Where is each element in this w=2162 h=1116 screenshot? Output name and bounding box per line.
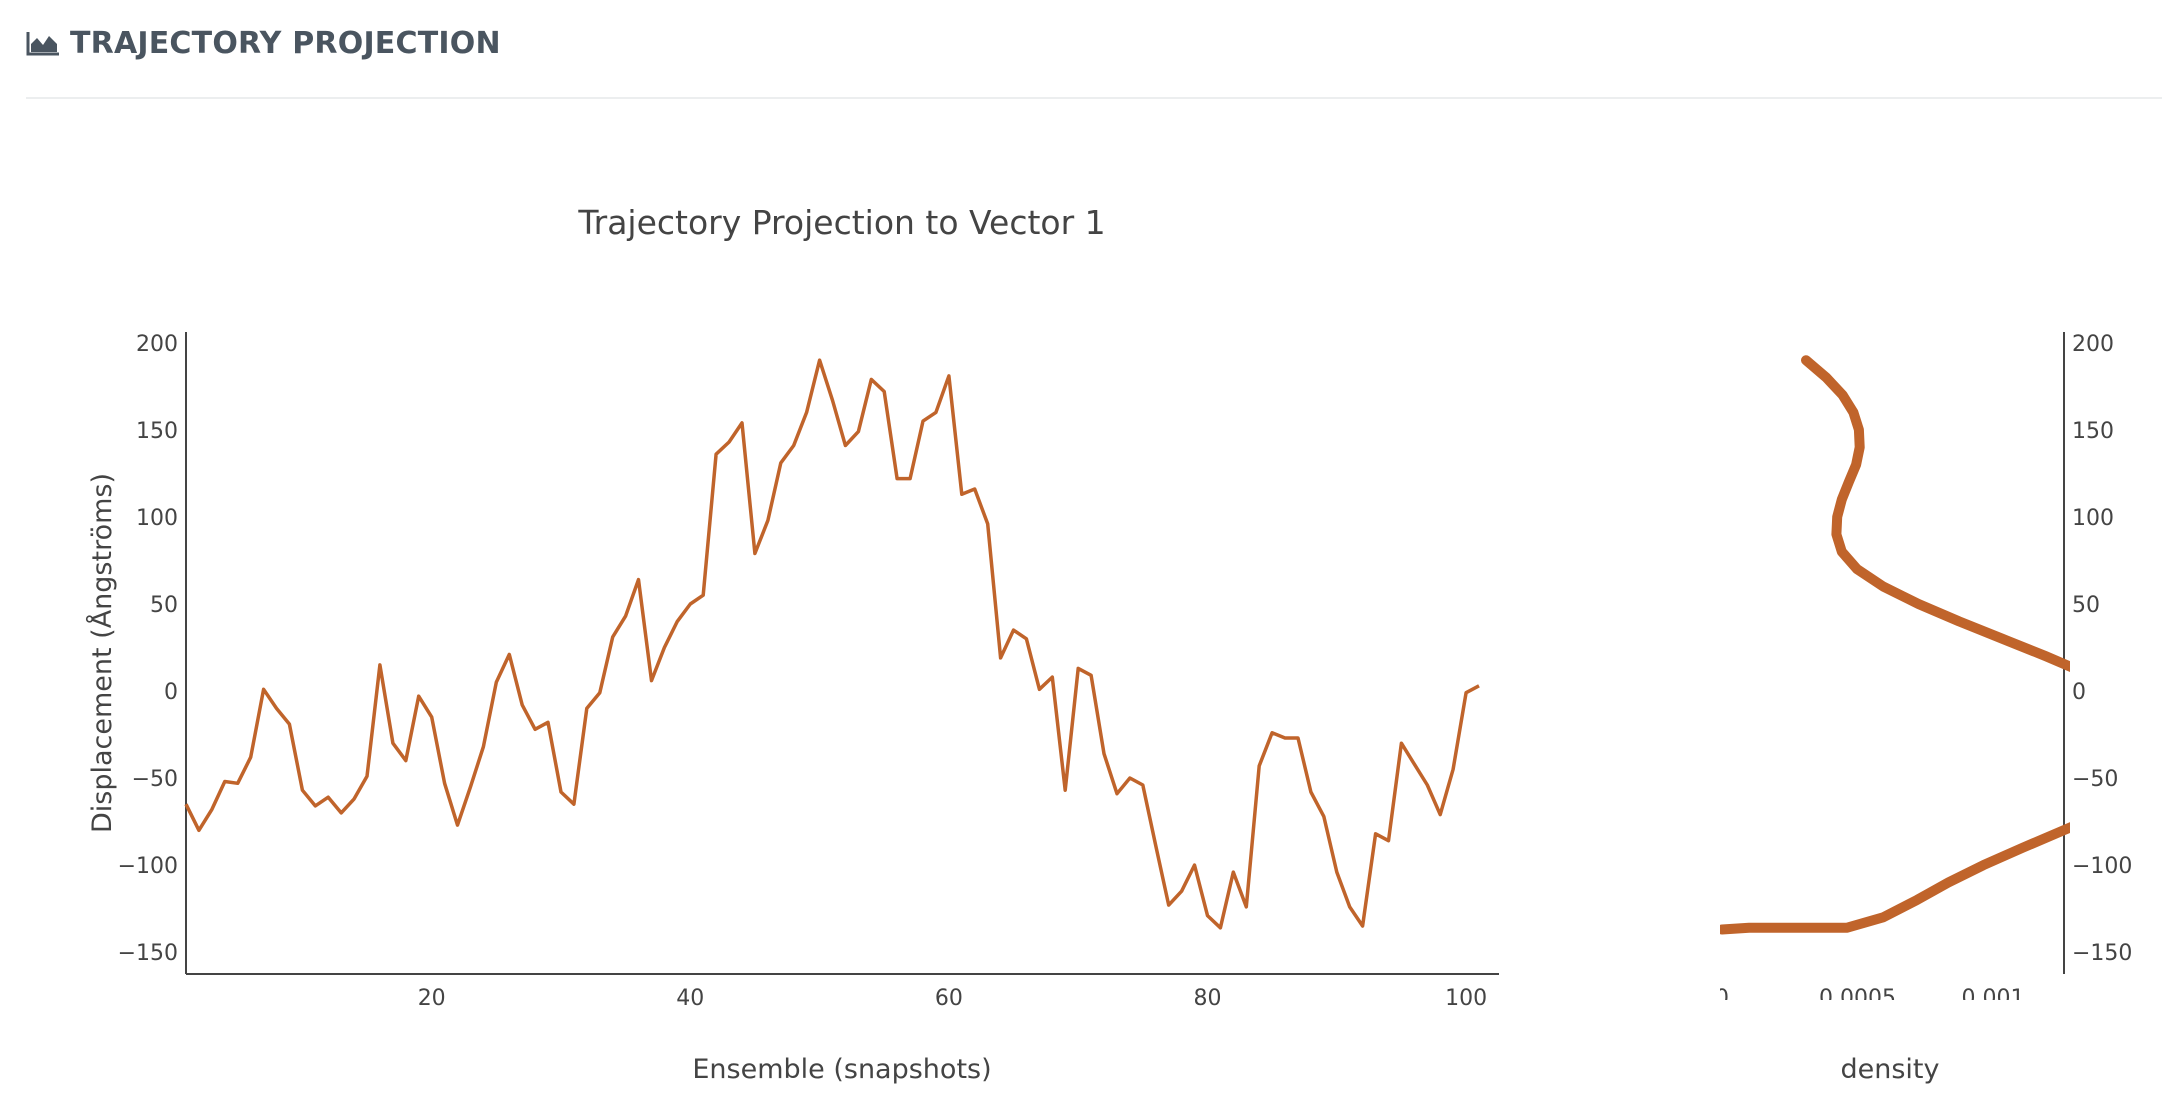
density-y-ticks: −150 −100 −50 0 50 100 150 200: [2072, 332, 2132, 966]
main-y-ticks: −150 −100 −50 0 50 100 150 200: [118, 332, 178, 966]
panel-title: TRAJECTORY PROJECTION: [70, 25, 501, 61]
density-x-ticks: 0 0.0005 0.001 0.0015: [1715, 986, 2162, 1011]
x-tick-label: 40: [676, 986, 704, 1011]
density-y-tick-label: 150: [2072, 419, 2114, 444]
series-line-vector-1: [184, 358, 1480, 930]
y-tick-label: −150: [118, 941, 178, 966]
main-x-axis-title: Ensemble (snapshots): [692, 1054, 991, 1085]
density-x-tick-label: 0.0015: [2090, 986, 2162, 1011]
area-chart-icon: [26, 32, 59, 56]
density-y-tick-label: 50: [2072, 593, 2100, 618]
main-data-points: [185, 360, 1480, 928]
x-tick-label: 20: [418, 986, 446, 1011]
y-tick-label: 0: [164, 680, 178, 705]
density-curve: [1720, 355, 2070, 935]
density-y-tick-label: −50: [2072, 767, 2118, 792]
density-x-tick-label: 0: [1715, 986, 1729, 1011]
header-divider: [26, 97, 2162, 99]
y-tick-label: −50: [132, 767, 178, 792]
y-tick-label: 100: [136, 506, 178, 531]
y-tick-label: 50: [150, 593, 178, 618]
density-x-tick-label: 0.001: [1962, 986, 2025, 1011]
chart-title: Trajectory Projection to Vector 1: [577, 203, 1105, 242]
y-tick-label: −100: [118, 854, 178, 879]
density-y-tick-label: 100: [2072, 506, 2114, 531]
density-y-tick-label: −150: [2072, 941, 2132, 966]
panel-header: TRAJECTORY PROJECTION: [26, 18, 501, 68]
density-x-axis-title: density: [1841, 1054, 1940, 1085]
density-y-tick-label: 0: [2072, 680, 2086, 705]
density-y-tick-label: −100: [2072, 854, 2132, 879]
x-tick-label: 100: [1445, 986, 1487, 1011]
y-tick-label: 200: [136, 332, 178, 357]
x-tick-label: 60: [935, 986, 963, 1011]
main-x-ticks: 20 40 60 80 100: [418, 986, 1487, 1011]
density-y-tick-label: 200: [2072, 332, 2114, 357]
x-tick-label: 80: [1194, 986, 1222, 1011]
main-y-axis-title: Displacement (Ångströms): [86, 473, 118, 833]
density-x-tick-label: 0.0005: [1819, 986, 1896, 1011]
y-tick-label: 150: [136, 419, 178, 444]
